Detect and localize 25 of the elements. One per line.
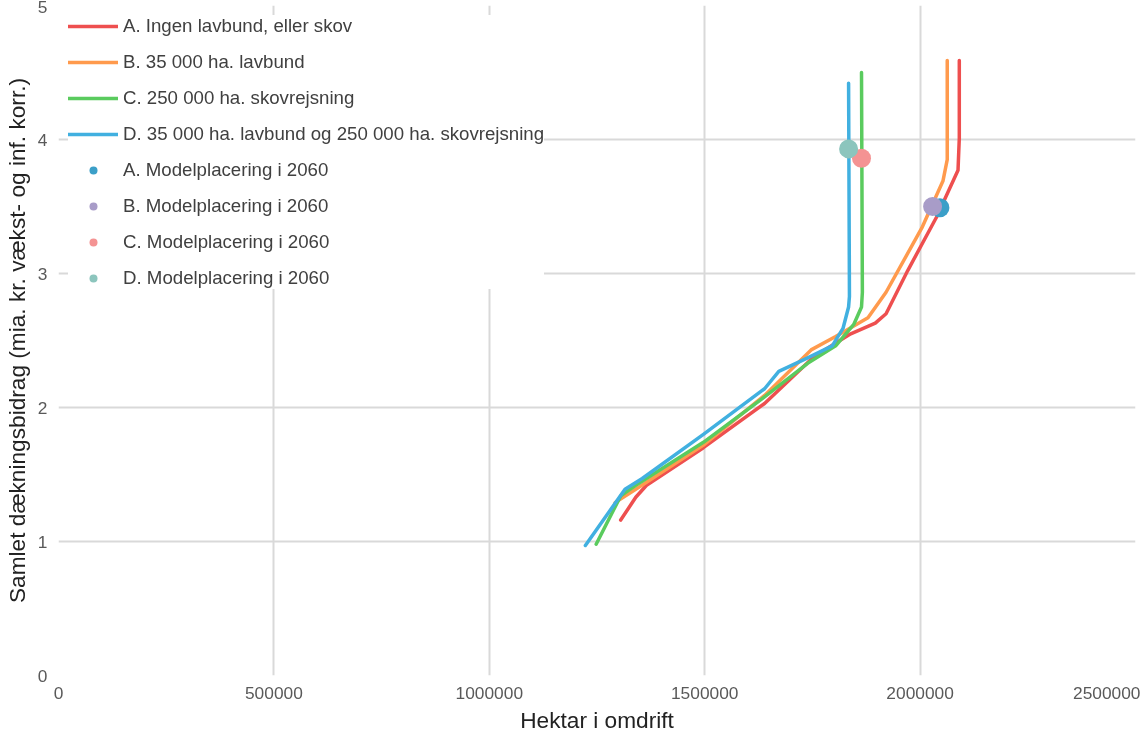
legend-label: A. Ingen lavbund, eller skov (123, 15, 354, 37)
y-tick-label: 5 (37, 0, 48, 17)
legend-label: A. Modelplacering i 2060 (123, 159, 330, 181)
y-tick-label: 2 (37, 397, 48, 418)
y-tick-label: 1 (37, 531, 48, 552)
legend-label: B. Modelplacering i 2060 (123, 195, 330, 217)
y-tick-label: 0 (37, 665, 48, 686)
point (923, 197, 943, 216)
point (839, 139, 859, 159)
x-tick-label: 500000 (244, 682, 303, 703)
y-axis-title: Samlet dækningsbidrag (mia. kr. vækst- og inf. korr.) (3, 77, 30, 604)
legend-label: B. 35 000 ha. lavbund (123, 51, 306, 73)
legend-label: C. Modelplacering i 2060 (123, 231, 331, 253)
x-tick-label: 2000000 (886, 682, 954, 703)
x-tick-label: 1000000 (455, 682, 524, 703)
legend-label: D. 35 000 ha. lavbund og 250 000 ha. skovrejsning (123, 123, 545, 145)
x-tick-label: 0 (53, 682, 64, 703)
x-tick-label: 2500000 (1073, 682, 1141, 703)
legend-label: C. 250 000 ha. skovrejsning (123, 87, 356, 109)
y-tick-label: 4 (37, 129, 48, 150)
x-axis-title: Hektar i omdrift (520, 706, 675, 733)
y-tick-label: 3 (37, 263, 48, 284)
x-tick-label: 1500000 (670, 682, 739, 703)
legend-label: D. Modelplacering i 2060 (123, 267, 331, 289)
point (852, 148, 872, 168)
